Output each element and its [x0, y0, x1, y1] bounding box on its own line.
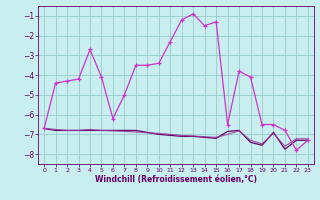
X-axis label: Windchill (Refroidissement éolien,°C): Windchill (Refroidissement éolien,°C) — [95, 175, 257, 184]
